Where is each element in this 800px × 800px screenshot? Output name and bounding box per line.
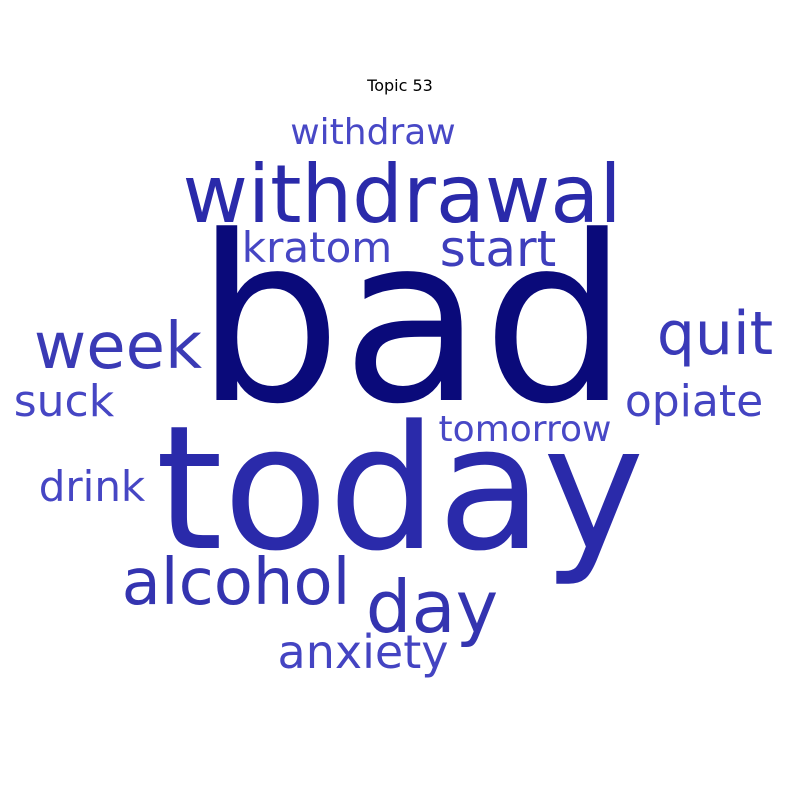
word-tomorrow: tomorrow bbox=[439, 409, 612, 450]
word-alcohol: alcohol bbox=[122, 546, 351, 620]
word-day: day bbox=[366, 565, 498, 649]
word-week: week bbox=[34, 310, 202, 384]
word-kratom: kratom bbox=[242, 223, 392, 272]
word-today: today bbox=[155, 388, 644, 589]
word-anxiety: anxiety bbox=[278, 625, 449, 679]
word-quit: quit bbox=[657, 299, 773, 369]
word-withdrawal: withdrawal bbox=[182, 148, 621, 241]
chart-title: Topic 53 bbox=[367, 76, 433, 95]
word-opiate: opiate bbox=[625, 376, 763, 427]
word-withdraw: withdraw bbox=[290, 112, 456, 153]
word-start: start bbox=[440, 220, 556, 278]
word-bad: bad bbox=[196, 188, 629, 455]
word-suck: suck bbox=[14, 376, 115, 427]
word-drink: drink bbox=[39, 462, 146, 511]
